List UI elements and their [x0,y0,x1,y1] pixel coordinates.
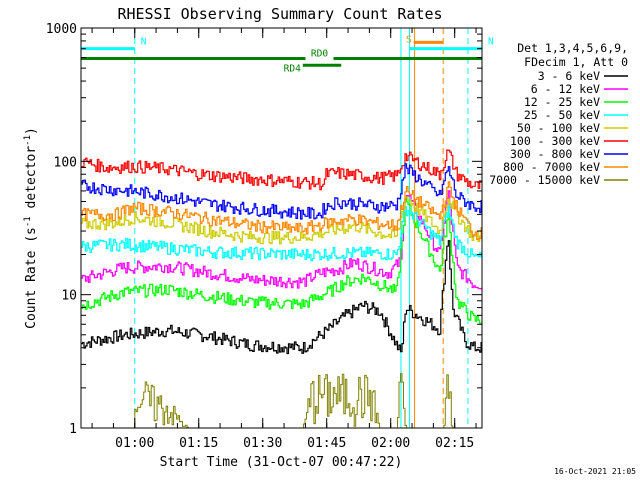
series-line-0 [81,240,482,355]
legend-label-8: 7000 - 15000 keV [489,173,600,187]
y-tick-label-1: 10 [61,289,77,304]
y-tick-label-0: 1 [69,422,77,437]
series-line-4 [81,196,482,245]
annotation-layer: N N S RD0 RD4 [81,34,494,74]
annotation-label-2: S [406,34,412,45]
annotation-label-4: RD4 [284,63,301,74]
legend-label-6: 300 - 800 keV [510,147,600,161]
legend-label-2: 12 - 25 keV [524,95,600,109]
plot-frame [80,27,483,429]
legend-label-5: 100 - 300 keV [510,134,600,148]
series-line-3 [81,204,482,262]
legend-label-4: 50 - 100 keV [517,121,600,135]
legend-label-7: 800 - 7000 keV [503,160,600,174]
series-line-5 [81,149,482,191]
y-tick-label-2: 100 [54,155,77,170]
x-tick-label-3: 01:45 [307,436,346,451]
annotation-label-0: N [141,37,147,48]
annotation-label-3: RD0 [311,49,328,60]
x-tick-label-0: 01:00 [115,436,154,451]
legend-label-1: 6 - 12 keV [531,82,600,96]
x-tick-label-2: 01:30 [243,436,282,451]
series-line-7 [81,181,482,241]
chart-title: RHESSI Observing Summary Count Rates [117,5,442,23]
x-tick-label-5: 02:15 [435,436,474,451]
annotation-label-bg-3 [305,49,334,61]
legend-header-detectors: Det 1,3,4,5,6,9, [517,41,628,55]
x-axis-label: Start Time (31-Oct-07 00:47:22) [160,455,403,470]
x-tick-label-4: 02:00 [371,436,410,451]
footer-date: 16-Oct-2021 21:05 [554,467,636,476]
y-tick-label-3: 1000 [46,22,77,37]
x-tick-label-1: 01:15 [179,436,218,451]
series-line-1 [81,190,482,290]
legend-label-0: 3 - 6 keV [538,69,600,83]
legend-header-decimation: FDecim 1, Att 0 [524,55,628,69]
legend-label-3: 25 - 50 keV [524,108,600,122]
series-line-2 [81,198,482,324]
annotation-label-1: N [488,37,494,48]
x-axis: 01:00 01:15 01:30 01:45 02:00 02:15 [91,28,477,451]
legend: Det 1,3,4,5,6,9, FDecim 1, Att 0 3 - 6 k… [489,41,628,187]
series-line-6 [81,163,482,220]
y-axis-label: Count Rate (s-1 detector-1) [23,127,39,329]
y-axis: 1 10 100 1000 [46,22,482,437]
